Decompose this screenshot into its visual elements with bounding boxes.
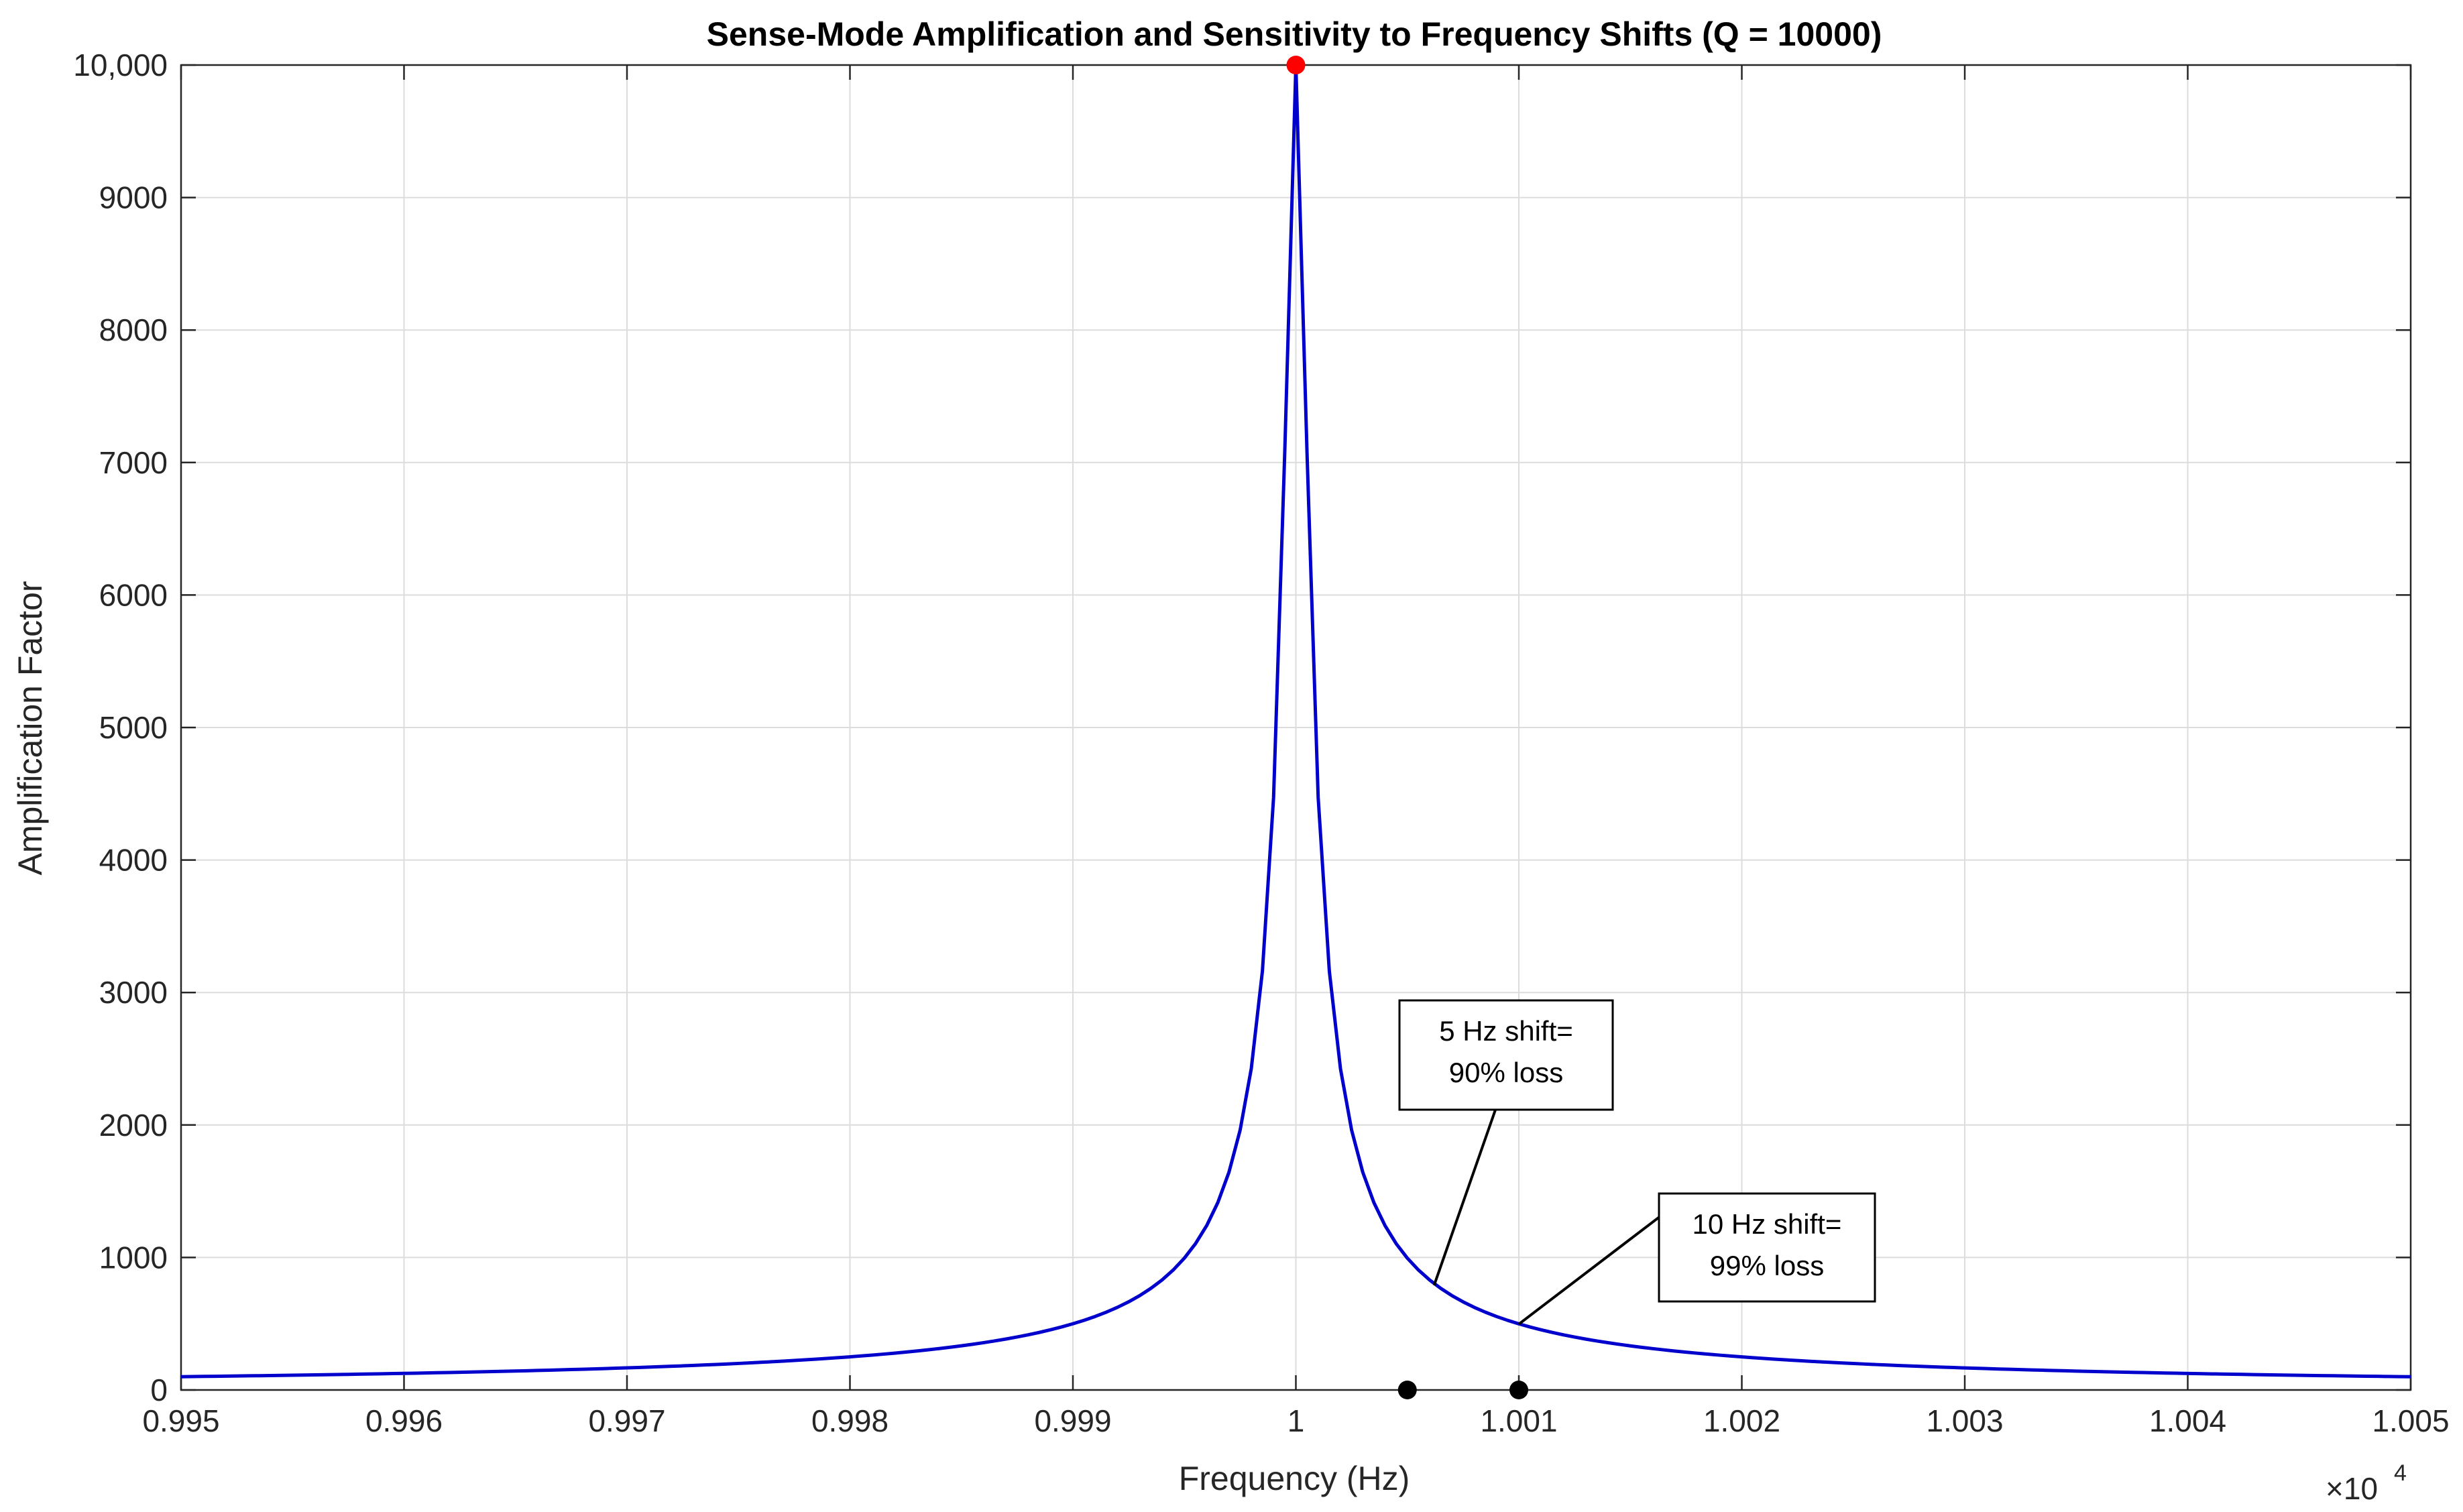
data-marker xyxy=(1509,1381,1528,1399)
x-tick-label: 0.996 xyxy=(365,1403,443,1438)
x-axis-label: Frequency (Hz) xyxy=(1179,1460,1410,1497)
y-tick-label: 3000 xyxy=(99,975,168,1010)
y-tick-label: 5000 xyxy=(99,710,168,745)
y-tick-label: 8000 xyxy=(99,312,168,347)
annotation-text: 99% loss xyxy=(1710,1250,1824,1281)
chart-title: Sense-Mode Amplification and Sensitivity… xyxy=(707,15,1882,53)
markers-layer xyxy=(1286,56,1528,1399)
annotation-text: 5 Hz shift= xyxy=(1439,1015,1573,1047)
x-axis-exponent-power: 4 xyxy=(2394,1460,2407,1486)
x-tick-label: 1.001 xyxy=(1480,1403,1557,1438)
annotation-text: 90% loss xyxy=(1449,1057,1563,1088)
y-tick-label: 1000 xyxy=(99,1240,168,1275)
y-tick-label: 2000 xyxy=(99,1108,168,1143)
y-axis-label: Amplification Factor xyxy=(11,581,49,875)
annotation-box xyxy=(1658,1192,1876,1303)
axis-ticks: 0.995 0.996 0.997 0.998 0.999 1 1.001 1.002 1.00… xyxy=(73,48,2449,1438)
x-tick-label: 0.997 xyxy=(588,1403,665,1438)
x-tick-label: 0.995 xyxy=(142,1403,219,1438)
y-tick-label: 6000 xyxy=(99,577,168,612)
annotations-layer: 5 Hz shift= 90% loss 10 Hz shift= 99% loss xyxy=(1398,999,1876,1326)
annotation-callout: 5 Hz shift= 90% loss xyxy=(1398,999,1614,1286)
x-tick-label: 1.005 xyxy=(2372,1403,2449,1438)
x-tick-label: 1 xyxy=(1287,1403,1305,1438)
annotation-callout: 10 Hz shift= 99% loss xyxy=(1517,1192,1876,1326)
y-tick-label: 10,000 xyxy=(73,48,168,82)
x-tick-label: 1.004 xyxy=(2149,1403,2226,1438)
annotation-text: 10 Hz shift= xyxy=(1693,1208,1842,1240)
x-tick-label: 1.002 xyxy=(1703,1403,1780,1438)
annotation-box xyxy=(1398,999,1614,1111)
x-axis-exponent-base: ×10 xyxy=(2326,1471,2378,1506)
annotation-arrow xyxy=(1517,1216,1660,1326)
y-tick-label: 4000 xyxy=(99,843,168,878)
y-tick-label: 9000 xyxy=(99,180,168,215)
x-tick-label: 0.999 xyxy=(1034,1403,1111,1438)
annotation-arrow xyxy=(1432,1109,1497,1286)
y-tick-label: 0 xyxy=(150,1373,168,1407)
data-marker xyxy=(1286,56,1306,74)
x-tick-label: 1.003 xyxy=(1926,1403,2003,1438)
y-tick-label: 7000 xyxy=(99,445,168,480)
data-marker xyxy=(1397,1381,1417,1399)
x-tick-label: 0.998 xyxy=(811,1403,889,1438)
